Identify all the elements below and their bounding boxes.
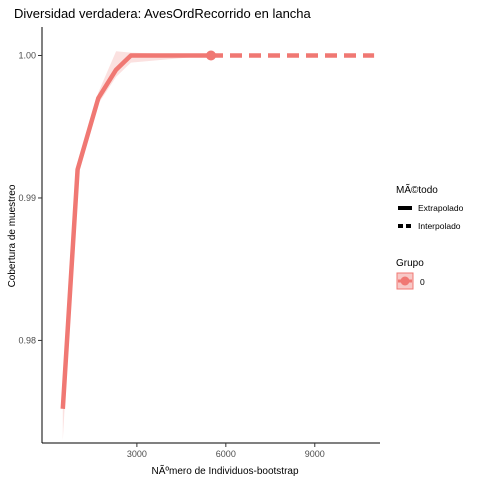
x-tick-label: 6000	[216, 449, 236, 459]
y-tick-label: 0.98	[18, 335, 36, 345]
observed-point	[206, 50, 216, 61]
chart-title: Diversidad verdadera: AvesOrdRecorrido e…	[14, 6, 312, 21]
y-ticks: 0.98 0.99 1.00	[18, 50, 42, 345]
x-tick-label: 9000	[305, 449, 325, 459]
interpolated-line	[60, 53, 211, 409]
x-ticks: 3000 6000 9000	[127, 443, 325, 459]
legend-group-title: Grupo	[396, 258, 424, 269]
y-tick-label: 0.99	[18, 193, 36, 203]
y-tick-label: 1.00	[18, 50, 36, 60]
plot-area	[60, 50, 375, 441]
legend-method-title: MÃ©todo	[396, 183, 438, 196]
confidence-band	[62, 51, 211, 441]
legend: MÃ©todo Extrapolado Interpolado Grupo 0	[396, 183, 464, 290]
legend-item-group-0: 0	[420, 277, 425, 287]
x-axis-label: NÃºmero de Individuos-bootstrap	[151, 464, 298, 477]
y-axis-label: Cobertura de muestreo	[7, 184, 18, 287]
x-tick-label: 3000	[127, 449, 147, 459]
legend-group-point-swatch	[400, 276, 410, 286]
legend-item-interpolado: Interpolado	[418, 221, 461, 231]
legend-item-extrapolado: Extrapolado	[418, 203, 464, 213]
